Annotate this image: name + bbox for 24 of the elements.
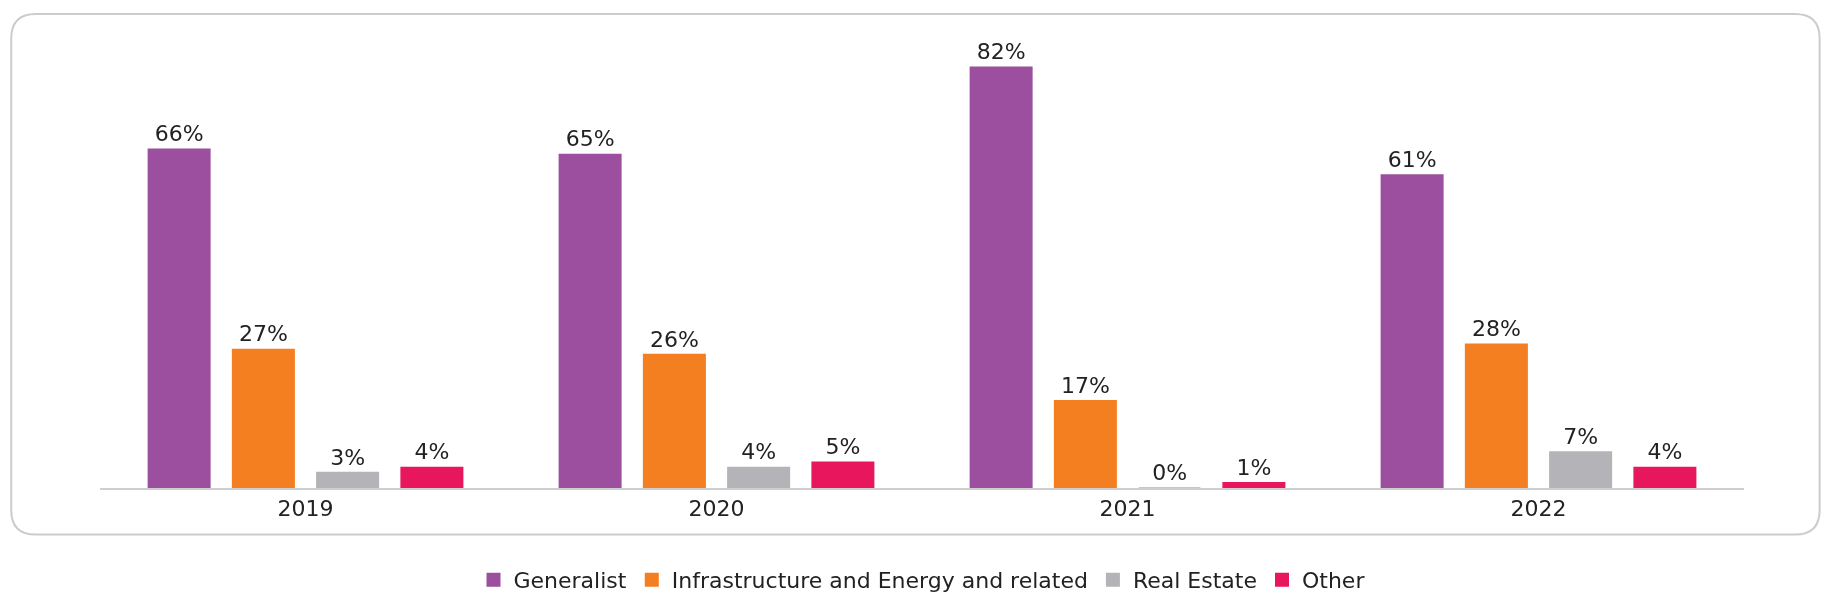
x-tick-label: 2019 <box>277 496 334 522</box>
data-label: 28% <box>1471 316 1521 342</box>
data-label: 0% <box>1152 460 1188 485</box>
legend-label: Real Estate <box>1132 568 1257 594</box>
data-label: 17% <box>1060 372 1110 398</box>
data-label: 4% <box>1647 439 1683 465</box>
x-tick-label: 2022 <box>1510 496 1567 522</box>
data-label: 61% <box>1387 146 1437 172</box>
legend-label: Other <box>1301 568 1366 594</box>
data-label: 82% <box>976 39 1026 65</box>
data-label: 4% <box>741 439 777 465</box>
legend-label: Infrastructure and Energy and related <box>671 568 1088 594</box>
x-tick-label: 2020 <box>688 496 745 522</box>
data-label: 27% <box>238 321 288 347</box>
data-label: 3% <box>330 444 366 470</box>
legend-label: Generalist <box>513 568 627 594</box>
x-tick-label: 2021 <box>1099 496 1156 522</box>
data-label: 1% <box>1236 454 1272 480</box>
data-label: 5% <box>825 434 861 460</box>
data-label: 4% <box>414 439 450 465</box>
data-label: 26% <box>649 326 699 352</box>
data-label: 7% <box>1563 424 1599 450</box>
data-label: 66% <box>154 121 204 147</box>
data-label: 65% <box>565 126 615 152</box>
